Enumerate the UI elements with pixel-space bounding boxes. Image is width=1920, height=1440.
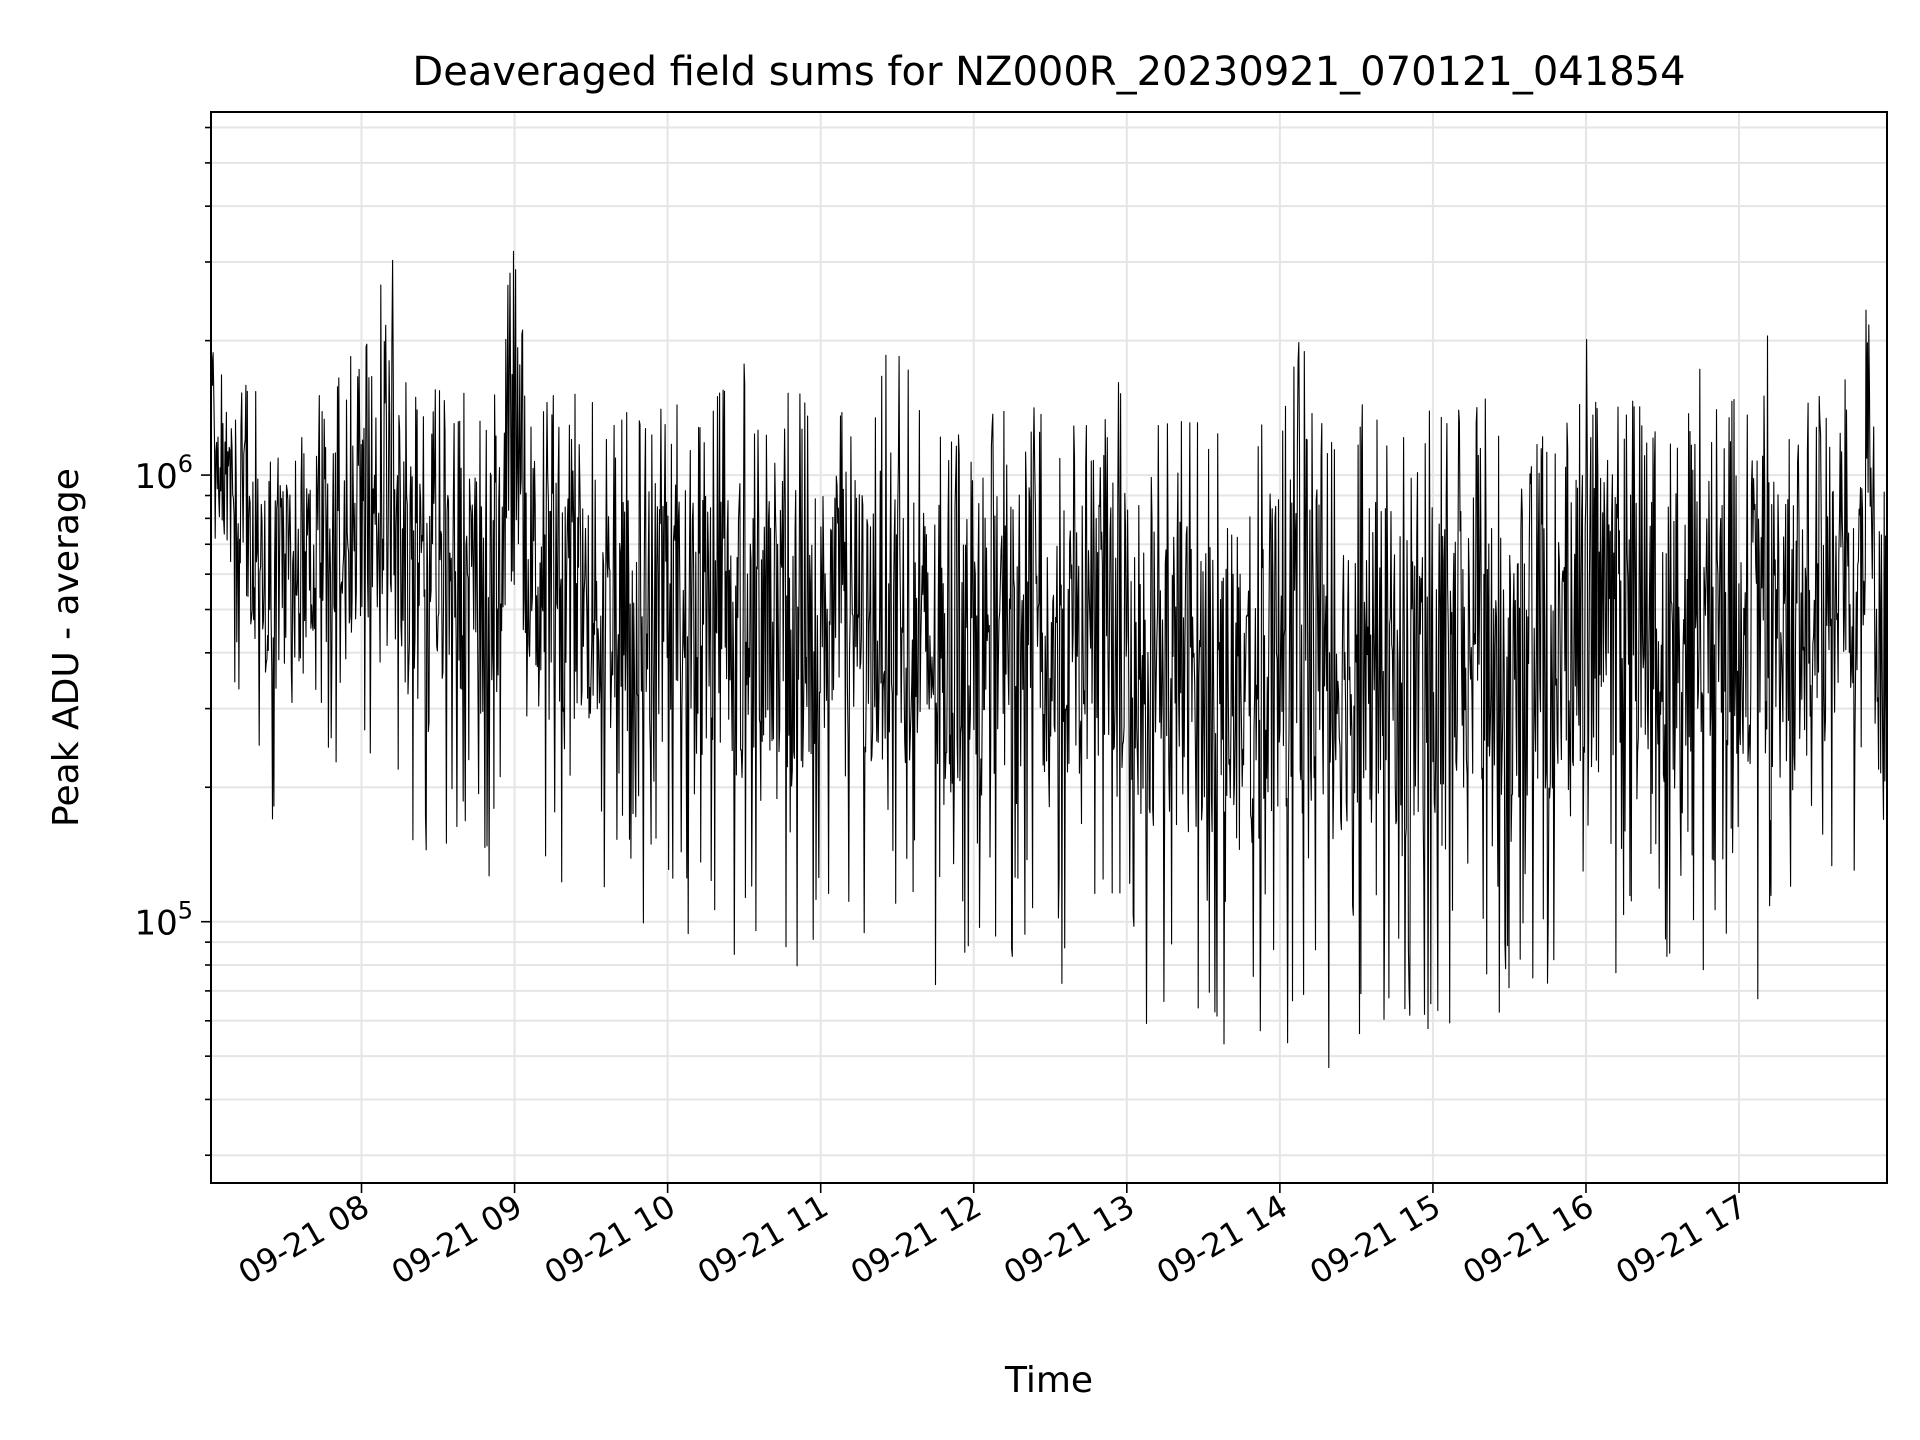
y-axis-label: Peak ADU - average (46, 468, 87, 827)
y-tick-label: 105 (134, 897, 193, 944)
x-axis-label: Time (1004, 1360, 1093, 1401)
plot-frame (210, 111, 1888, 1184)
chart-title: Deaveraged field sums for NZ000R_2023092… (412, 49, 1685, 95)
series-line (210, 250, 1888, 1069)
y-tick-label: 106 (134, 450, 193, 497)
series-layer (210, 250, 1888, 1069)
